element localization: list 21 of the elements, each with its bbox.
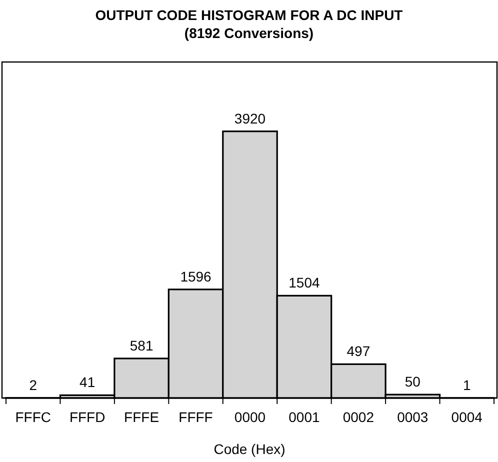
data-label: 1504 — [288, 274, 320, 291]
x-tick-label: FFFD — [69, 409, 106, 425]
x-tick-label: 0000 — [234, 409, 266, 425]
data-label: 50 — [404, 374, 421, 390]
data-label: 2 — [29, 376, 38, 393]
chart-title: OUTPUT CODE HISTOGRAM FOR A DC INPUT — [95, 7, 404, 23]
data-label: 1596 — [180, 268, 212, 284]
x-tick-label: 0002 — [342, 409, 374, 425]
x-tick-label: FFFC — [15, 409, 51, 425]
data-label: 1 — [462, 376, 471, 393]
x-tick-label: 0003 — [397, 409, 428, 425]
x-tick-label: FFFF — [178, 409, 213, 425]
x-tick-label: 0001 — [288, 409, 320, 425]
chart-subtitle: (8192 Conversions) — [184, 25, 314, 41]
x-axis-title: Code (Hex) — [214, 441, 286, 457]
data-label: 581 — [130, 337, 154, 354]
data-label: 3920 — [234, 110, 266, 126]
data-label: 41 — [80, 374, 96, 390]
x-tick-label: 0004 — [451, 409, 483, 425]
x-tick-label: FFFE — [124, 409, 160, 425]
data-label: 497 — [346, 343, 370, 360]
